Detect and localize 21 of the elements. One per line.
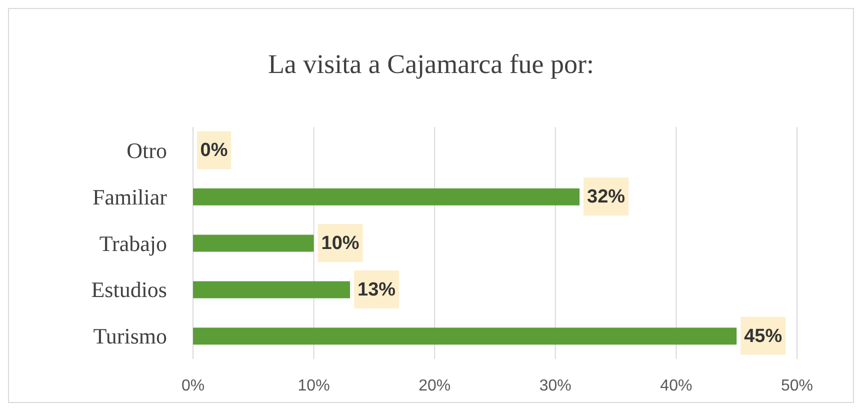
x-tick-label: 0%	[181, 377, 205, 394]
y-tick-label: Turismo	[93, 324, 167, 349]
x-tick-label: 50%	[780, 377, 814, 394]
x-tick-label: 40%	[660, 377, 692, 394]
bar	[193, 234, 314, 252]
data-label: 13%	[358, 279, 396, 300]
x-tick-label: 30%	[539, 377, 572, 394]
y-tick-label: Otro	[126, 138, 167, 164]
bar	[193, 281, 350, 298]
x-tick-label: 20%	[418, 377, 451, 394]
data-label: 10%	[321, 233, 360, 254]
y-tick-label: Familiar	[92, 184, 168, 210]
data-label: 45%	[744, 326, 782, 347]
bar	[193, 328, 737, 345]
data-label: 32%	[587, 186, 626, 208]
data-label: 0%	[200, 140, 228, 162]
y-tick-label: Estudios	[91, 277, 167, 302]
x-tick-label: 10%	[298, 377, 330, 394]
chart-title: La visita a Cajamarca fue por:	[266, 48, 596, 81]
bar	[193, 188, 580, 206]
y-tick-label: Trabajo	[99, 230, 167, 256]
